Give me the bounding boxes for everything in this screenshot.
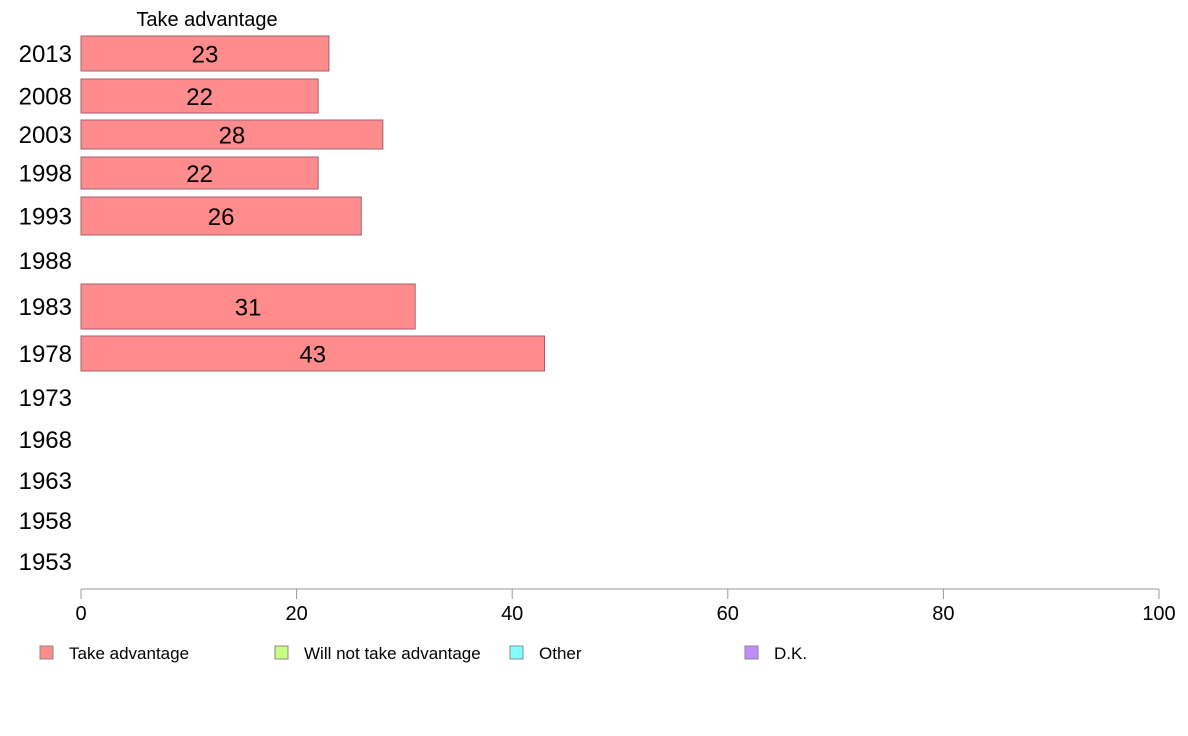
x-axis: 0 20 40 60 80 100 xyxy=(75,588,1176,625)
year-label-1968: 1968 xyxy=(19,427,72,454)
year-label-1998: 1998 xyxy=(19,161,72,188)
bar-value-label-1978: 43 xyxy=(299,342,326,369)
x-tick-label-80: 80 xyxy=(932,603,954,625)
legend-swatch-1 xyxy=(274,645,289,660)
bar-1993 xyxy=(80,196,362,236)
bar-1998 xyxy=(80,156,319,190)
bar-1978 xyxy=(80,335,546,372)
year-label-1953: 1953 xyxy=(19,549,72,576)
x-tick-label-100: 100 xyxy=(1142,603,1175,625)
year-label-2008: 2008 xyxy=(19,84,72,111)
bar-value-label-2003: 28 xyxy=(219,123,246,150)
legend-label-2: Other xyxy=(539,644,582,663)
x-tick-label-0: 0 xyxy=(75,603,86,625)
legend-swatch-3 xyxy=(744,645,759,660)
legend: Take advantage Will not take advantage Oth… xyxy=(39,644,807,663)
bar-value-label-2008: 22 xyxy=(186,84,213,111)
bar-2008 xyxy=(80,78,319,114)
year-label-1983: 1983 xyxy=(19,294,72,321)
year-label-1973: 1973 xyxy=(19,385,72,412)
bar-2003 xyxy=(80,119,384,150)
x-tick-label-60: 60 xyxy=(717,603,739,625)
bar-1983 xyxy=(80,283,416,330)
year-label-1978: 1978 xyxy=(19,341,72,368)
bar-value-label-2013: 23 xyxy=(192,42,219,69)
legend-label-0: Take advantage xyxy=(69,644,189,663)
legend-swatch-0 xyxy=(39,645,54,660)
bar-value-label-1998: 22 xyxy=(186,161,213,188)
chart-rows: 2013 23 2008 22 2003 28 1998 22 1993 26 1988 1983 31… xyxy=(19,35,546,576)
series-title: Take advantage xyxy=(136,9,277,31)
year-label-1958: 1958 xyxy=(19,508,72,535)
bar-2013 xyxy=(80,35,330,72)
legend-label-1: Will not take advantage xyxy=(304,644,481,663)
legend-swatch-2 xyxy=(509,645,524,660)
bar-value-label-1993: 26 xyxy=(208,204,235,231)
year-label-2013: 2013 xyxy=(19,41,72,68)
x-tick-label-40: 40 xyxy=(501,603,523,625)
year-label-1963: 1963 xyxy=(19,468,72,495)
year-label-1993: 1993 xyxy=(19,204,72,231)
legend-label-3: D.K. xyxy=(774,644,807,663)
x-tick-label-20: 20 xyxy=(285,603,307,625)
year-label-2003: 2003 xyxy=(19,122,72,149)
year-label-1988: 1988 xyxy=(19,248,72,275)
bar-value-label-1983: 31 xyxy=(235,295,262,322)
